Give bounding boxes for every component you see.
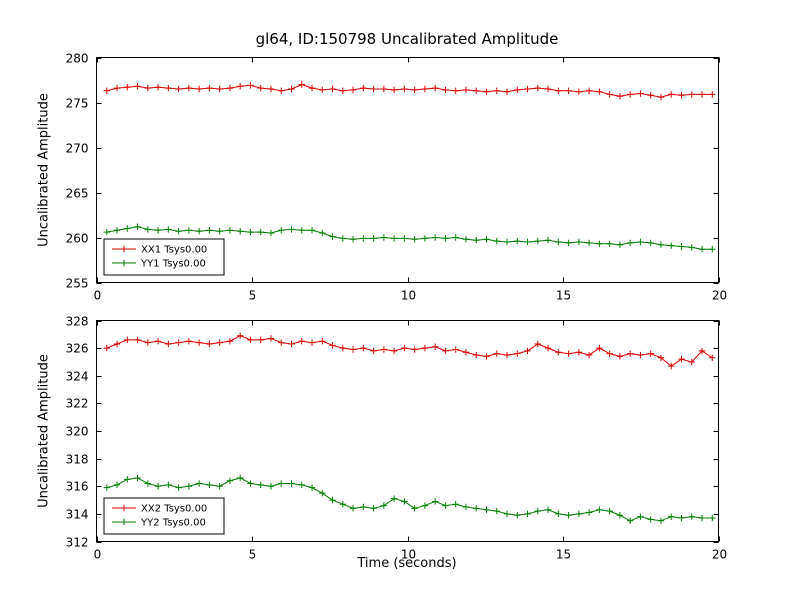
y-tick-label: 280 <box>66 52 89 66</box>
y-tick-label: 326 <box>66 342 89 356</box>
y-tick-label: 324 <box>66 370 89 384</box>
series-yy2 <box>103 474 716 524</box>
x-tick-label: 20 <box>712 289 727 301</box>
series-xx2 <box>103 332 716 370</box>
x-tick-label: 0 <box>94 548 102 561</box>
series-line <box>106 335 713 367</box>
y-tick-label: 316 <box>66 480 89 494</box>
legend-box <box>103 497 225 535</box>
y-tick-label: 260 <box>66 232 89 246</box>
legend-sample-marker <box>120 518 128 526</box>
legend-label: YY1 Tsys0.00 <box>140 259 206 270</box>
x-tick-label: 15 <box>556 548 571 561</box>
legend-sample-marker <box>120 259 128 267</box>
x-tick-label: 10 <box>401 289 416 301</box>
y-tick-label: 322 <box>66 397 89 411</box>
series-yy1 <box>103 223 716 253</box>
y-tick-label: 265 <box>66 187 89 201</box>
tick-marks <box>96 320 720 543</box>
y-tick-label: 312 <box>66 536 89 550</box>
x-tick-label: 10 <box>401 548 416 561</box>
y-tick-label: 320 <box>66 425 89 439</box>
x-tick-label: 5 <box>249 548 257 561</box>
y-tick-label: 275 <box>66 97 89 111</box>
y-tick-label: 314 <box>66 508 89 522</box>
chart-title: gl64, ID:150798 Uncalibrated Amplitude <box>255 30 559 48</box>
x-tick-label: 5 <box>249 289 257 301</box>
bottom-y-axis-label: Uncalibrated Amplitude <box>36 354 52 508</box>
subplot-top: 0 5 10 15 20 255 260 265 270 275 280 XX1 Tsys0.00 YY… <box>66 52 728 301</box>
series-markers <box>103 474 716 524</box>
y-tick-label: 255 <box>66 277 89 291</box>
legend: XX1 Tsys0.00 YY1 Tsys0.00 <box>103 238 225 276</box>
legend: XX2 Tsys0.00 YY2 Tsys0.00 <box>103 497 225 535</box>
x-axis-label: Time (seconds) <box>357 556 457 571</box>
series-line <box>106 83 713 98</box>
legend-sample-marker <box>120 504 128 512</box>
legend-label: XX1 Tsys0.00 <box>141 245 207 256</box>
x-tick-label: 20 <box>712 548 727 561</box>
x-tick-label: 0 <box>94 289 102 301</box>
tick-marks <box>96 57 720 284</box>
series-xx1 <box>103 81 716 101</box>
y-tick-label: 270 <box>66 142 89 156</box>
x-tick-label: 15 <box>556 289 571 301</box>
series-markers <box>103 223 716 253</box>
y-tick-label: 318 <box>66 453 89 467</box>
y-tick-label: 328 <box>66 315 89 329</box>
series-markers <box>103 81 716 101</box>
legend-label: XX2 Tsys0.00 <box>141 504 207 515</box>
legend-label: YY2 Tsys0.00 <box>140 518 206 529</box>
subplot-bottom: 0 5 10 15 20 312 314 316 318 320 322 324 326 328 XX2 T… <box>66 315 728 561</box>
series-markers <box>103 332 716 370</box>
axes-frame <box>96 57 719 283</box>
legend-box <box>103 238 225 276</box>
top-y-axis-label: Uncalibrated Amplitude <box>36 93 52 247</box>
legend-sample-marker <box>120 245 128 253</box>
